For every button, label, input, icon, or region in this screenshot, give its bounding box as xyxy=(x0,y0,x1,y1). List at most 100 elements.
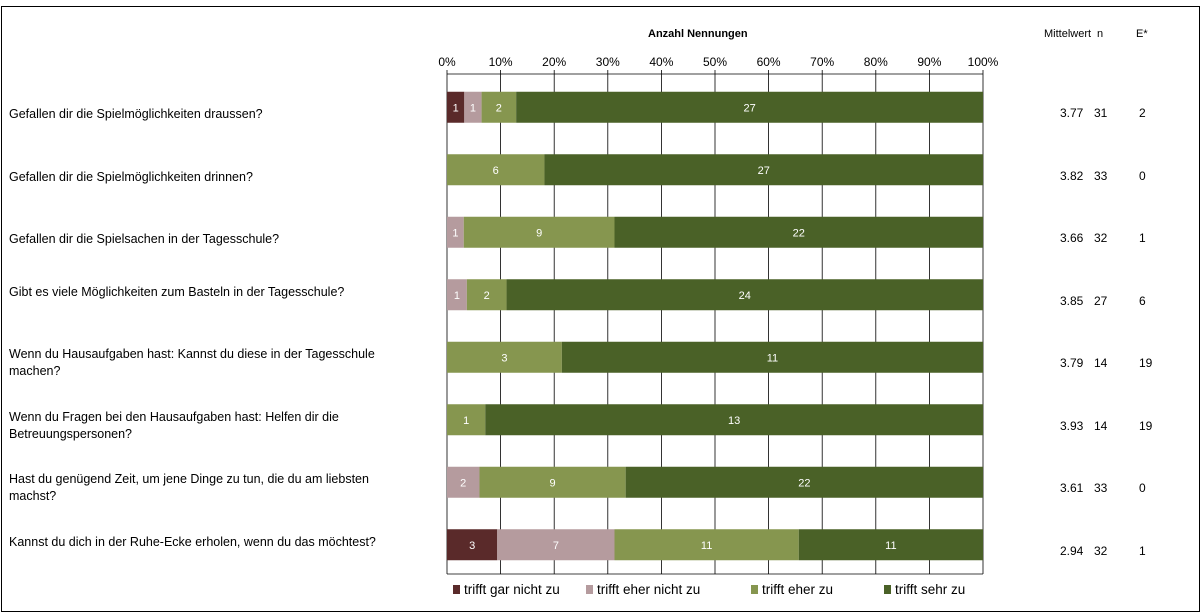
question-label: Gefallen dir die Spielmöglichkeiten drau… xyxy=(9,107,263,122)
legend-swatch xyxy=(586,585,593,594)
question-label: Gefallen dir die Spielmöglichkeiten drin… xyxy=(9,169,253,184)
bar-segment xyxy=(447,404,486,436)
bar-segment xyxy=(479,466,626,498)
data-label: 11 xyxy=(767,352,778,364)
data-label: 6 xyxy=(493,165,499,177)
x-tick-label: 40% xyxy=(649,55,673,69)
legend-item: trifft gar nicht zu xyxy=(453,582,560,597)
bar-segment xyxy=(544,154,983,186)
x-tick-label: 60% xyxy=(757,55,781,69)
question-label: Hast du genügend Zeit, um jene Dinge zu … xyxy=(9,472,369,504)
data-label: 11 xyxy=(885,540,896,552)
bar-segment xyxy=(481,91,517,123)
legend-item: trifft eher zu xyxy=(751,582,833,597)
x-tick-label: 20% xyxy=(542,55,566,69)
chart-title: Anzahl Nennungen xyxy=(648,28,748,40)
bar-segment xyxy=(463,216,615,248)
bar-segment xyxy=(447,529,498,561)
stat-e: 0 xyxy=(1139,168,1146,183)
bar-segment xyxy=(466,279,507,311)
stat-mittelwert: 2.94 xyxy=(1060,543,1084,558)
stat-e: 19 xyxy=(1139,356,1153,371)
x-tick-label: 0% xyxy=(438,55,456,69)
data-label: 3 xyxy=(501,352,507,364)
stat-e: 1 xyxy=(1139,231,1146,246)
stat-e: 0 xyxy=(1139,481,1146,496)
stat-mittelwert: 3.61 xyxy=(1060,481,1084,496)
x-tick-label: 100% xyxy=(968,55,999,69)
bar-segment xyxy=(447,341,562,373)
question-label: Wenn du Fragen bei den Hausaufgaben hast… xyxy=(9,409,339,441)
x-tick-label: 30% xyxy=(596,55,620,69)
legend-item: trifft eher nicht zu xyxy=(586,582,700,597)
data-label: 24 xyxy=(739,290,751,302)
stat-e: 2 xyxy=(1139,106,1146,121)
bar-segment xyxy=(447,216,464,248)
bar-segment xyxy=(464,91,482,123)
legend-label: trifft eher nicht zu xyxy=(597,582,701,597)
bar-segment xyxy=(561,341,983,373)
bar-segment xyxy=(798,529,983,561)
bar-segment xyxy=(497,529,615,561)
stat-n: 32 xyxy=(1094,543,1108,558)
stat-e: 6 xyxy=(1139,293,1146,308)
stat-e: 1 xyxy=(1139,543,1146,558)
data-label: 13 xyxy=(728,415,740,427)
x-tick-label: 90% xyxy=(917,55,941,69)
data-label: 11 xyxy=(701,540,712,552)
legend-label: trifft eher zu xyxy=(762,582,834,597)
x-tick-label: 10% xyxy=(489,55,513,69)
data-label: 1 xyxy=(470,102,476,114)
stat-n: 31 xyxy=(1094,106,1108,121)
data-label: 3 xyxy=(469,540,475,552)
data-label: 27 xyxy=(758,165,770,177)
question-label: Gefallen dir die Spielsachen in der Tage… xyxy=(9,232,280,247)
question-label: Wenn du Hausaufgaben hast: Kannst du die… xyxy=(9,347,375,379)
legend-label: trifft gar nicht zu xyxy=(464,582,560,597)
data-label: 1 xyxy=(452,227,458,239)
data-label: 22 xyxy=(798,477,810,489)
data-label: 7 xyxy=(553,540,559,552)
bar-segment xyxy=(447,154,545,186)
stat-mittelwert: 3.93 xyxy=(1060,418,1084,433)
legend-swatch xyxy=(884,585,891,594)
stat-n: 14 xyxy=(1094,356,1108,371)
data-label: 2 xyxy=(460,477,466,489)
x-tick-label: 70% xyxy=(810,55,834,69)
stat-n: 33 xyxy=(1094,168,1108,183)
bar-segment xyxy=(614,529,799,561)
legend-item: trifft sehr zu xyxy=(884,582,965,597)
data-label: 1 xyxy=(463,415,469,427)
bar-segment xyxy=(447,466,480,498)
stat-mittelwert: 3.82 xyxy=(1060,168,1084,183)
legend-label: trifft sehr zu xyxy=(895,582,966,597)
bar-segment xyxy=(447,279,467,311)
data-label: 22 xyxy=(793,227,805,239)
header-mittelwert: Mittelwert xyxy=(1044,28,1092,40)
stat-n: 14 xyxy=(1094,418,1108,433)
stat-n: 32 xyxy=(1094,231,1108,246)
header-e: E* xyxy=(1136,28,1148,40)
stat-n: 27 xyxy=(1094,293,1108,308)
bar-segment xyxy=(447,91,465,123)
header-n: n xyxy=(1097,28,1104,40)
bar-segment xyxy=(506,279,983,311)
data-label: 1 xyxy=(454,290,460,302)
x-tick-label: 50% xyxy=(703,55,727,69)
stat-n: 33 xyxy=(1094,481,1108,496)
data-label: 9 xyxy=(550,477,556,489)
legend-swatch xyxy=(453,585,460,594)
data-label: 27 xyxy=(743,102,755,114)
legend-swatch xyxy=(751,585,758,594)
stat-mittelwert: 3.79 xyxy=(1060,356,1084,371)
bar-segment xyxy=(625,466,983,498)
data-label: 9 xyxy=(536,227,542,239)
question-label: Gibt es viele Möglichkeiten zum Basteln … xyxy=(9,284,345,299)
data-label: 2 xyxy=(496,102,502,114)
stat-mittelwert: 3.77 xyxy=(1060,106,1084,121)
x-tick-label: 80% xyxy=(864,55,888,69)
bar-segment xyxy=(516,91,983,123)
stat-mittelwert: 3.66 xyxy=(1060,231,1084,246)
bar-segment xyxy=(614,216,983,248)
